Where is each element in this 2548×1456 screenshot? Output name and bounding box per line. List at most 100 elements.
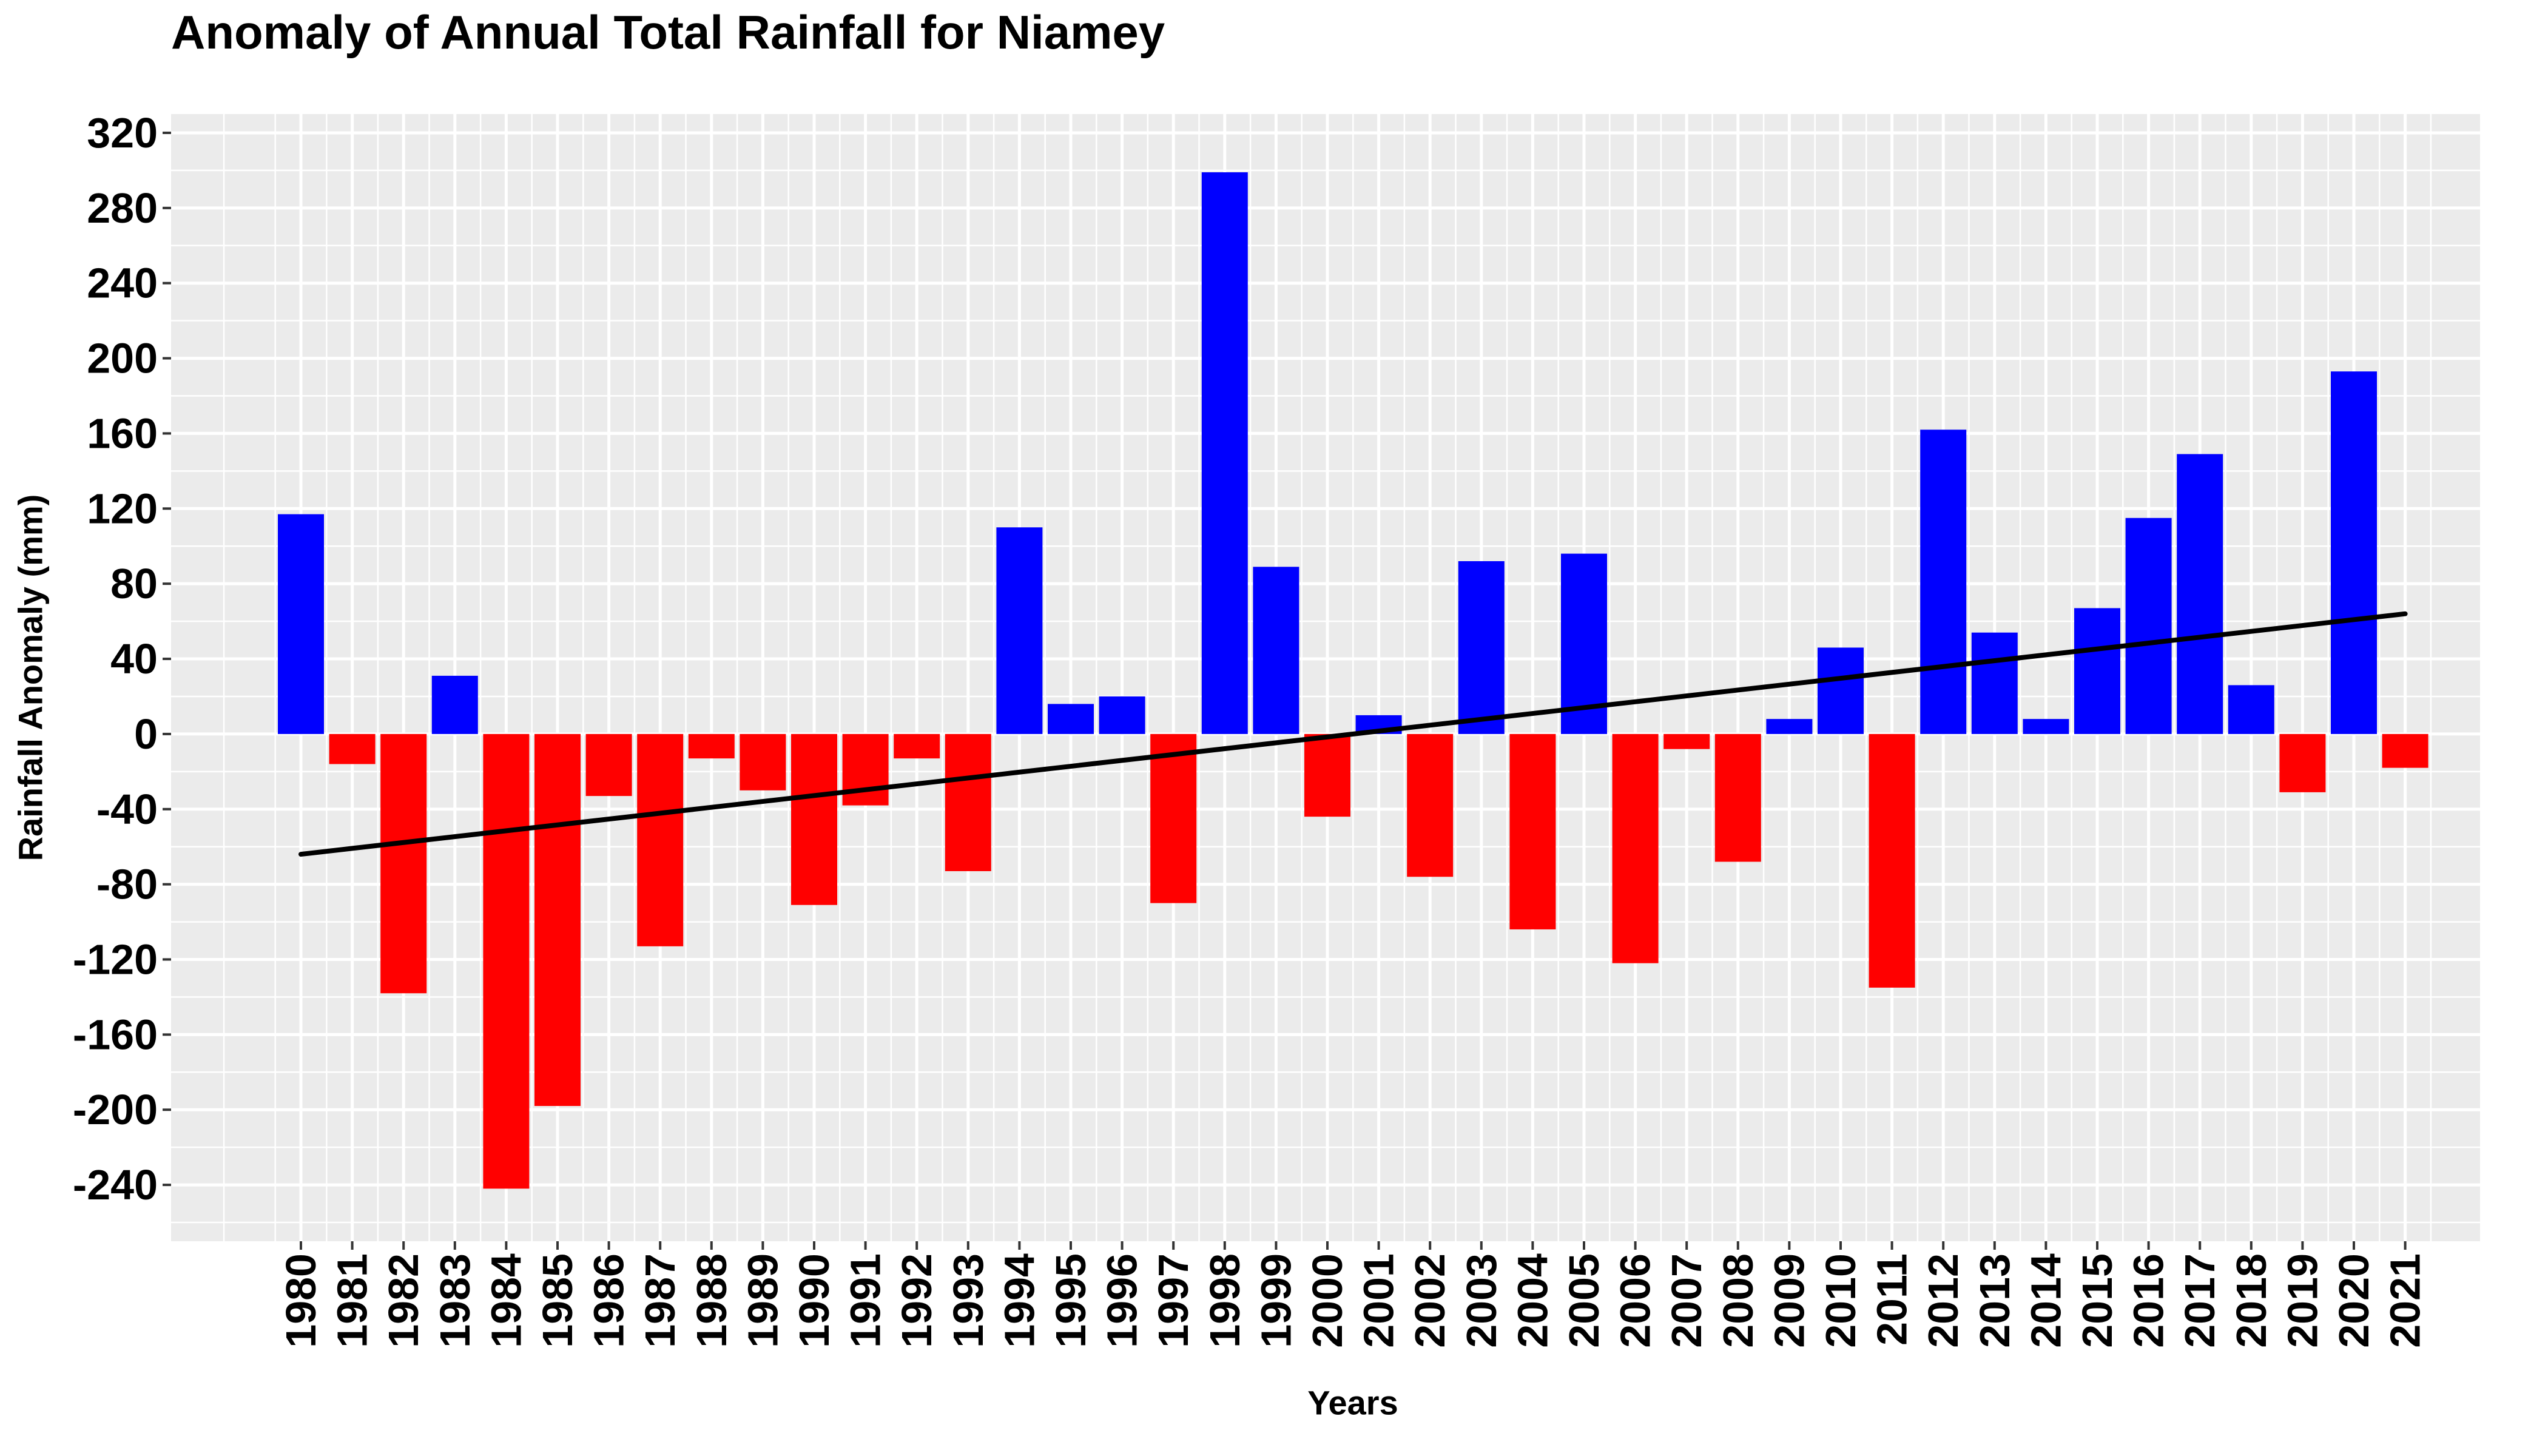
bar-1986 <box>585 733 632 797</box>
bar-1994 <box>996 527 1043 734</box>
x-tick-label: 1983 <box>431 1253 479 1348</box>
x-tick-label: 2002 <box>1406 1253 1454 1348</box>
bar-2017 <box>2177 454 2223 734</box>
bar-2019 <box>2279 733 2326 792</box>
x-tick-label: 2004 <box>1509 1253 1556 1348</box>
x-tick-label: 1997 <box>1150 1253 1197 1348</box>
x-tick-label: 2007 <box>1663 1253 1710 1348</box>
x-tick-label: 2012 <box>1919 1253 1967 1348</box>
bars <box>278 172 2428 1189</box>
x-tick-label: 1992 <box>893 1253 940 1348</box>
x-tick-label: 2018 <box>2228 1253 2275 1348</box>
y-tick-label: -80 <box>96 861 158 908</box>
bar-1984 <box>483 733 530 1189</box>
bar-1985 <box>534 733 581 1107</box>
bar-2013 <box>1971 632 2018 734</box>
x-tick-label: 2001 <box>1355 1253 1403 1348</box>
bar-1999 <box>1253 567 1299 734</box>
y-tick-label: 280 <box>87 184 158 232</box>
bar-2014 <box>2023 719 2069 734</box>
x-tick-label: 1994 <box>996 1253 1043 1348</box>
y-tick-label: -40 <box>96 786 158 833</box>
x-tick-label: 2008 <box>1714 1253 1762 1348</box>
x-tick-label: 2016 <box>2125 1253 2172 1348</box>
x-tick-label: 2011 <box>1869 1253 1916 1346</box>
chart-title: Anomaly of Annual Total Rainfall for Nia… <box>171 5 1165 59</box>
bar-1981 <box>329 733 376 764</box>
x-tick-label: 2021 <box>2382 1253 2429 1348</box>
x-tick-label: 2005 <box>1560 1253 1608 1348</box>
y-tick-label: 80 <box>110 560 158 607</box>
bar-1983 <box>431 675 478 734</box>
x-tick-label: 1995 <box>1047 1253 1094 1348</box>
x-tick-label: 2013 <box>1971 1253 2018 1348</box>
x-tick-label: 1998 <box>1201 1253 1249 1348</box>
y-tick-label: 0 <box>134 710 158 758</box>
x-tick-label: 2015 <box>2074 1253 2121 1348</box>
bar-2018 <box>2228 685 2274 734</box>
bar-1997 <box>1150 733 1197 903</box>
bar-1982 <box>380 733 427 994</box>
x-tick-label: 1993 <box>945 1253 992 1348</box>
x-tick-label: 1981 <box>329 1253 376 1348</box>
bar-2000 <box>1304 733 1350 817</box>
bar-1989 <box>740 733 786 790</box>
y-tick-label: 160 <box>87 410 158 457</box>
x-axis: 1980 1981 1982 1983 1984 1985 1986 1987 1988 1989… <box>277 1241 2429 1348</box>
x-tick-label: 1990 <box>790 1253 838 1348</box>
trend-line-group <box>298 611 2408 857</box>
bar-1996 <box>1099 696 1145 734</box>
bar-2021 <box>2382 733 2428 768</box>
x-tick-label: 2000 <box>1304 1253 1351 1348</box>
y-tick-label: 240 <box>87 260 158 307</box>
bar-1987 <box>637 733 684 946</box>
y-tick-label: -240 <box>73 1161 158 1208</box>
x-tick-label: 2006 <box>1612 1253 1659 1348</box>
x-tick-label: 1991 <box>842 1253 889 1348</box>
bar-1980 <box>278 514 324 734</box>
x-tick-label: 1980 <box>277 1253 325 1348</box>
bar-2015 <box>2074 608 2120 734</box>
x-tick-label: 1985 <box>534 1253 581 1348</box>
bar-2006 <box>1612 733 1659 963</box>
bar-1998 <box>1201 172 1248 734</box>
y-axis: 320 280 240 200 160 120 80 40 0 -40 -80 -120 -160 -20… <box>73 109 171 1208</box>
bar-2002 <box>1407 733 1454 877</box>
x-tick-label: 2017 <box>2176 1253 2223 1348</box>
x-tick-label: 1984 <box>482 1253 530 1348</box>
bar-2007 <box>1663 733 1710 749</box>
x-tick-label: 1996 <box>1099 1253 1146 1348</box>
trend-line <box>298 611 2408 857</box>
x-axis-title: Years <box>1307 1384 1398 1422</box>
bar-2004 <box>1509 733 1556 929</box>
x-tick-label: 2020 <box>2330 1253 2378 1348</box>
bar-1992 <box>894 733 940 759</box>
y-tick-label: 40 <box>110 635 158 682</box>
bar-2009 <box>1766 719 1813 734</box>
bar-2008 <box>1714 733 1761 862</box>
y-axis-title: Rainfall Anomaly (mm) <box>12 494 50 861</box>
x-tick-label: 1999 <box>1252 1253 1299 1348</box>
x-tick-label: 1989 <box>739 1253 786 1348</box>
bar-1991 <box>842 733 889 806</box>
bar-2011 <box>1869 733 1915 988</box>
x-tick-label: 2003 <box>1458 1253 1505 1348</box>
bar-1993 <box>945 733 991 871</box>
y-tick-label: 320 <box>87 109 158 157</box>
bar-2020 <box>2331 371 2377 734</box>
x-tick-label: 1987 <box>636 1253 684 1348</box>
bar-1990 <box>791 733 837 905</box>
bar-2010 <box>1818 647 1864 734</box>
x-tick-label: 2019 <box>2279 1253 2326 1348</box>
x-tick-label: 1986 <box>585 1253 633 1348</box>
y-tick-label: -200 <box>73 1086 158 1133</box>
y-tick-label: 200 <box>87 335 158 382</box>
x-tick-label: 2010 <box>1817 1253 1864 1348</box>
x-tick-label: 1982 <box>380 1253 427 1348</box>
x-tick-label: 1988 <box>688 1253 735 1348</box>
bar-2003 <box>1458 561 1505 734</box>
bar-1988 <box>688 733 735 759</box>
bar-2012 <box>1920 430 1967 734</box>
x-tick-label: 2014 <box>2022 1253 2069 1348</box>
